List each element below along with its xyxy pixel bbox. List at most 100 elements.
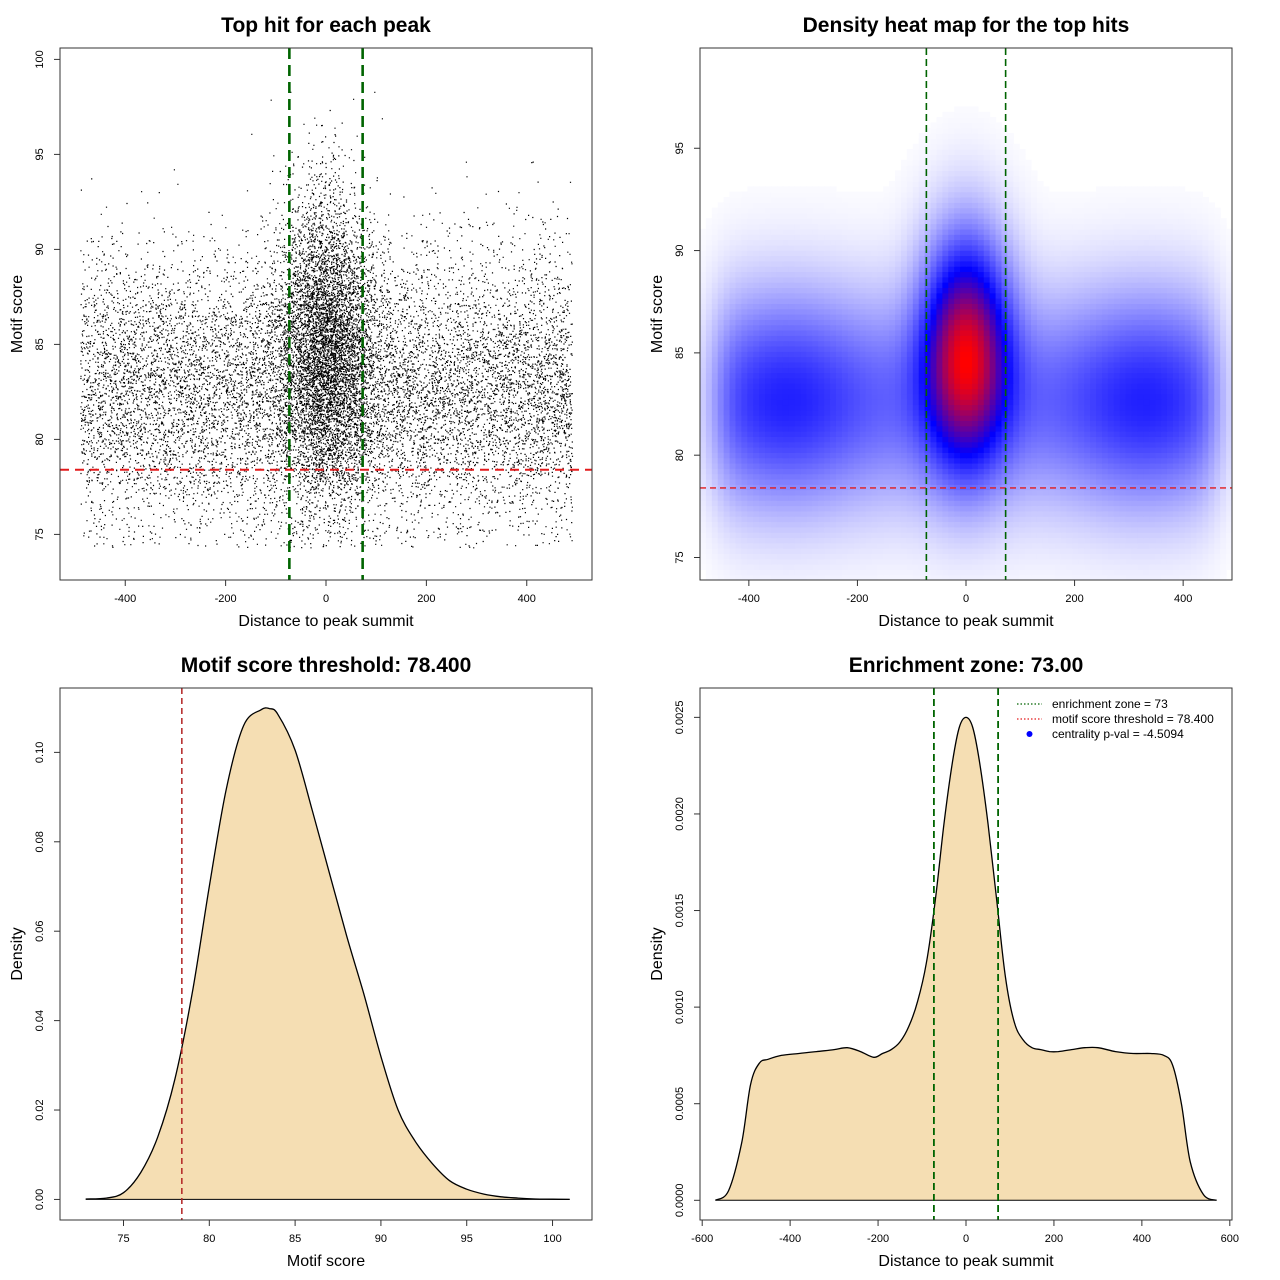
heatmap-cell [741, 282, 748, 288]
heatmap-cell [770, 372, 778, 379]
heatmap-cell [889, 436, 896, 443]
heatmap-cell [1196, 340, 1204, 347]
heatmap-cell [1025, 367, 1032, 374]
heatmap-cell [960, 494, 967, 501]
heatmap-cell [782, 356, 790, 363]
heatmap-cell [1042, 564, 1050, 570]
heatmap-cell [723, 521, 731, 528]
heatmap-cell [1036, 314, 1044, 320]
heatmap-cell [1060, 447, 1068, 453]
heatmap-cell [977, 548, 985, 554]
heatmap-cell [871, 345, 878, 352]
heatmap-cell [1090, 431, 1097, 437]
heatmap-cell [983, 468, 991, 475]
heatmap-cell [1208, 537, 1215, 544]
heatmap-cell [1019, 425, 1026, 432]
heatmap-cell [966, 548, 973, 554]
heatmap-cell [1101, 468, 1109, 475]
heatmap-cell [782, 521, 790, 528]
heatmap-cell [700, 383, 707, 390]
heatmap-cell [717, 383, 725, 390]
heatmap-cell [1096, 489, 1103, 496]
heatmap-cell [770, 404, 778, 411]
heatmap-cell [1042, 478, 1050, 485]
heatmap-cell [723, 436, 731, 443]
scatter-xtick-label: 0 [323, 593, 329, 605]
heatmap-cell [936, 468, 943, 475]
heatmap-cell [1202, 399, 1209, 406]
heatmap-cell [918, 420, 926, 427]
heatmap-cell [1107, 473, 1115, 480]
heatmap-cell [971, 404, 979, 411]
heatmap-cell [1007, 329, 1014, 336]
heatmap-cell [1025, 324, 1032, 331]
heatmap-cell [1172, 516, 1180, 523]
heatmap-cell [1119, 361, 1127, 368]
heatmap-cell [1107, 526, 1115, 533]
heatmap-cell [977, 314, 985, 320]
heatmap-cell [1078, 415, 1085, 421]
heatmap-cell [1184, 415, 1192, 421]
heatmap-cell [782, 510, 790, 517]
heatmap-cell [723, 351, 731, 358]
heatmap-cell [1125, 436, 1133, 443]
heatmap-cell [812, 473, 819, 480]
heatmap-cell [711, 377, 719, 384]
heatmap-cell [1019, 287, 1026, 294]
heatmap-cell [1042, 452, 1050, 459]
heatmap-cell [1007, 441, 1014, 448]
heatmap-cell [995, 383, 1003, 390]
heatmap-cell [1066, 292, 1073, 299]
heatmap-cell [723, 329, 731, 336]
heatmap-cell [954, 425, 961, 432]
heatmap-cell [995, 500, 1003, 507]
heatmap-cell [960, 441, 967, 448]
heatmap-cell [788, 516, 796, 523]
heatmap-cell [1131, 420, 1139, 427]
heatmap-cell [859, 415, 867, 421]
heatmap-cell [770, 329, 778, 336]
heatmap-cell [770, 574, 778, 580]
heatmap-cell [1072, 526, 1079, 533]
heatmap-cell [1143, 457, 1150, 464]
heatmap-cell [1066, 298, 1073, 304]
heatmap-cell [936, 345, 943, 352]
heatmap-cell [1025, 478, 1032, 485]
scatter-xlabel: Distance to peak summit [238, 613, 414, 630]
heatmap-cell [770, 542, 778, 549]
heatmap-cell [835, 548, 843, 554]
heatmap-cell [1025, 404, 1032, 411]
heatmap-cell [865, 367, 873, 374]
heatmap-cell [711, 287, 719, 294]
heatmap-cell [1090, 393, 1097, 400]
heatmap-cell [1166, 303, 1174, 310]
heatmap-cell [1001, 478, 1008, 485]
heatmap-cell [741, 532, 748, 539]
heatmap-cell [1214, 351, 1221, 358]
heatmap-cell [1190, 345, 1198, 352]
heatmap-cell [966, 425, 973, 432]
heatmap-cell [1001, 537, 1008, 544]
heatmap-cell [1125, 340, 1133, 347]
heatmap-cell [818, 564, 825, 570]
heatmap-cell [1149, 521, 1156, 528]
heatmap-cell [1196, 377, 1204, 384]
heatmap-cell [711, 526, 719, 533]
heatmap-cell [977, 489, 985, 496]
heatmap-cell [759, 420, 766, 427]
heatmap-cell [1036, 457, 1044, 464]
heatmap-cell [1066, 319, 1073, 326]
heatmap-cell [889, 505, 896, 512]
heatmap-cell [954, 335, 961, 342]
heatmap-cell [1019, 324, 1026, 331]
heatmap-cell [812, 542, 819, 549]
heatmap-cell [1113, 367, 1121, 374]
heatmap-cell [1060, 308, 1068, 315]
heatmap-cell [1149, 457, 1156, 464]
heatmap-cell [770, 409, 778, 416]
heatmap-cell [989, 329, 997, 336]
heatmap-cell [930, 356, 938, 363]
heatmap-cell [759, 505, 766, 512]
heatmap-cell [960, 510, 967, 517]
heatmap-cell [735, 526, 742, 533]
